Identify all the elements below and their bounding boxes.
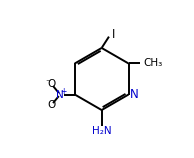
Text: O: O xyxy=(48,79,56,89)
Text: N: N xyxy=(56,90,64,100)
Text: I: I xyxy=(111,28,115,41)
Text: O: O xyxy=(47,100,56,110)
Text: ⁻: ⁻ xyxy=(46,79,51,89)
Text: N: N xyxy=(130,88,139,101)
Text: H₂N: H₂N xyxy=(92,126,112,136)
Text: +: + xyxy=(60,87,67,96)
Text: CH₃: CH₃ xyxy=(144,58,163,68)
